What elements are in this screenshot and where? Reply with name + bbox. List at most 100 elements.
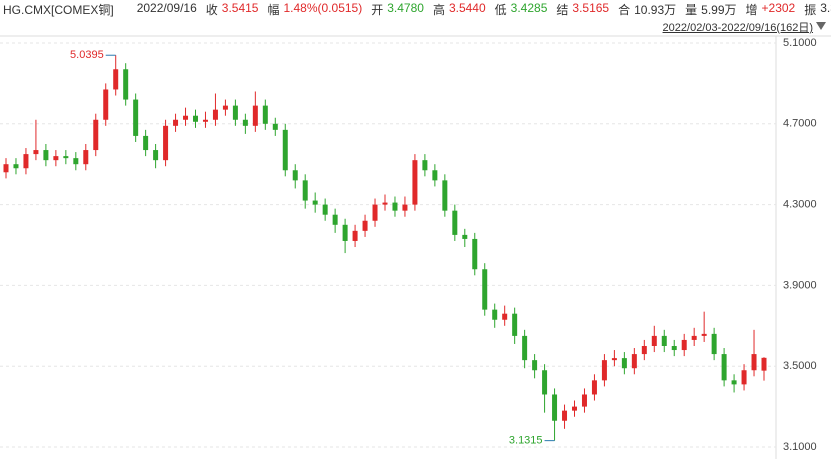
candle-body <box>631 354 637 369</box>
candle-body <box>651 335 657 346</box>
dropdown-arrow[interactable] <box>815 21 827 31</box>
candle-body <box>193 115 198 122</box>
y-tick-label: 4.7000 <box>783 118 817 130</box>
candle-body <box>552 394 558 421</box>
date-range[interactable]: 2022/02/03-2022/09/16(162日) <box>662 22 813 34</box>
quote-label: 低 <box>494 3 507 17</box>
candle-body <box>382 202 388 205</box>
candle-body <box>492 309 498 320</box>
candle-body <box>173 119 179 126</box>
candle-body <box>641 346 647 355</box>
candle-body <box>412 160 418 205</box>
quote-item: 量 5.99万 <box>685 1 736 18</box>
y-tick-label: 5.1000 <box>783 37 817 49</box>
candle-body <box>601 360 607 381</box>
quote-item: 收 3.5415 <box>206 1 259 18</box>
candle-body <box>462 234 468 239</box>
quote-label: 高 <box>432 3 445 17</box>
quote-value: 5.99万 <box>701 3 737 17</box>
quote-label: 收 <box>205 3 218 17</box>
candle-body <box>222 105 228 110</box>
candle-body <box>741 370 747 385</box>
quote-item: 高 3.5440 <box>433 1 486 18</box>
quote-item: 合 10.93万 <box>618 1 676 18</box>
y-tick-label: 3.9000 <box>783 279 817 291</box>
candle-body <box>43 150 49 161</box>
quote-label: 幅 <box>267 3 280 17</box>
candle-body <box>113 69 119 90</box>
candle-body <box>532 360 538 371</box>
candle-body <box>292 170 298 181</box>
candle-body <box>163 125 169 161</box>
candle-body <box>751 354 757 371</box>
quote-value: 3.5440 <box>448 1 486 15</box>
quote-item: 振3.33 <box>804 1 831 18</box>
candle-body <box>202 119 208 122</box>
candle-body <box>153 150 159 161</box>
y-tick-label: 3.5000 <box>783 360 817 372</box>
candle-body <box>143 135 149 151</box>
quote-value: 1.48%(0.0515) <box>283 1 363 15</box>
candle-body <box>701 333 707 336</box>
quote-value: 3.5415 <box>221 1 259 15</box>
candle-body <box>472 238 478 270</box>
candle-body <box>212 109 218 120</box>
candle-body <box>352 230 358 241</box>
candle-body <box>392 202 398 211</box>
candle-body <box>711 333 717 355</box>
candle-body <box>312 200 318 205</box>
candle-body <box>562 410 568 421</box>
candle-body <box>422 160 428 171</box>
candle-body <box>262 105 268 124</box>
candle-body <box>591 380 597 395</box>
candle-body <box>542 370 548 395</box>
candle-body <box>183 115 189 120</box>
high-annotation: 5.0395 <box>70 49 104 61</box>
candle-body <box>581 394 587 407</box>
candle-body <box>13 164 19 169</box>
candle-body <box>83 150 89 165</box>
candle-body <box>252 105 258 126</box>
quote-label: 合 <box>618 3 631 17</box>
date: 2022/09/16 <box>136 1 197 15</box>
candle-body <box>103 89 109 120</box>
candle-body <box>681 339 687 351</box>
candle-body <box>123 69 129 100</box>
candle-body <box>272 123 278 130</box>
quote-item: 幅 1.48%(0.0515) <box>267 1 362 18</box>
candle-body <box>372 204 378 221</box>
candle-body <box>761 357 767 371</box>
quote-label: 增 <box>745 3 758 17</box>
quote-item: 开 3.4780 <box>371 1 424 18</box>
candle-body <box>502 313 508 320</box>
quote-label: 振 <box>804 3 817 17</box>
candle-body <box>402 204 408 211</box>
candle-body <box>133 99 139 136</box>
candle-body <box>63 156 69 159</box>
candle-body <box>242 119 248 126</box>
quote-value: 3.33 <box>820 1 831 15</box>
candle-body <box>661 335 667 346</box>
candle-body <box>33 150 39 155</box>
candle-body <box>442 180 448 211</box>
candle-body <box>452 210 458 235</box>
candle-body <box>23 154 29 169</box>
candle-body <box>482 269 488 310</box>
candle-body <box>522 335 528 361</box>
candle-body <box>432 170 438 181</box>
quote-value: 3.4285 <box>510 1 548 15</box>
symbol: HG.CMX[COMEX铜] <box>3 3 114 17</box>
candle-body <box>282 129 288 171</box>
candle-body <box>322 204 328 215</box>
candle-body <box>3 164 9 173</box>
candle-body <box>362 220 368 231</box>
quote-item: 低 3.4285 <box>495 1 548 18</box>
quote-label: 量 <box>685 3 698 17</box>
candle-body <box>611 358 617 361</box>
low-annotation: 3.1315 <box>509 435 543 447</box>
quote-value: 10.93万 <box>634 3 677 17</box>
quote-value: 3.4780 <box>387 1 424 15</box>
candle-body <box>572 406 577 411</box>
candle-body <box>302 180 308 201</box>
